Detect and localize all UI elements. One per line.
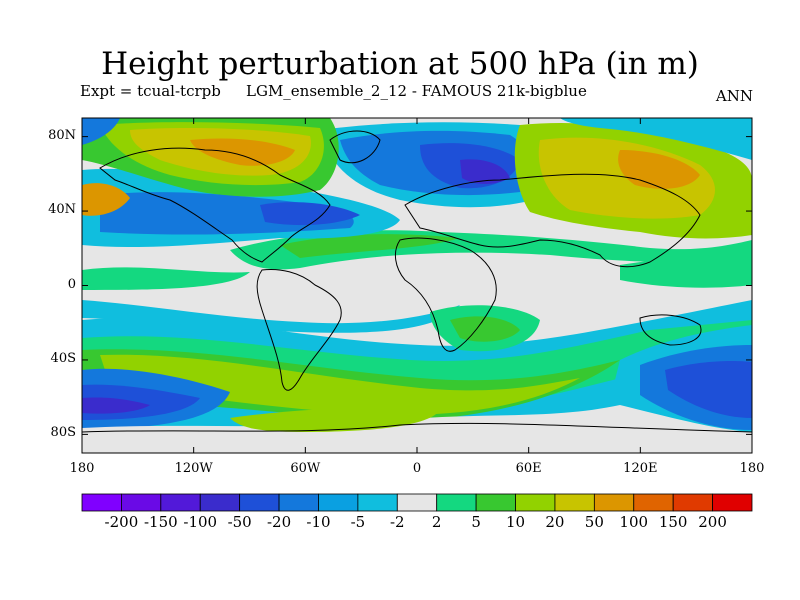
se-deepblue-core: [665, 360, 752, 418]
colorbar-level-label: 200: [698, 513, 727, 531]
sw-pacific-core: [82, 397, 150, 414]
colorbar-level-label: 2: [431, 513, 442, 531]
season-label: ANN: [715, 87, 753, 105]
colorbar: [81, 493, 753, 512]
colorbar-swatch: [633, 493, 674, 512]
colorbar-level-label: -2: [389, 513, 405, 531]
tropical-cyan-strip: [82, 300, 460, 333]
colorbar-level-label: -50: [227, 513, 252, 531]
experiment-label: Expt = tcual-tcrpb: [80, 82, 221, 100]
nw-orange-patch: [82, 183, 130, 216]
colorbar-level-label: -5: [350, 513, 366, 531]
colorbar-level-label: -20: [266, 513, 292, 531]
colorbar-swatch: [160, 493, 201, 512]
colorbar-swatch: [475, 493, 516, 512]
colorbar-swatch: [712, 493, 753, 512]
lat-tick-label: 80N: [48, 127, 76, 143]
arctic-ne-cyan: [560, 118, 752, 160]
lon-tick-label: 60E: [515, 461, 542, 476]
colorbar-level-label: 10: [505, 513, 526, 531]
tropical-pacific-green: [82, 267, 250, 290]
s-africa-green-core: [450, 316, 520, 342]
lat-tick-label: 0: [67, 276, 76, 292]
greenland-outline: [329, 130, 381, 164]
southern-yellowgreen-band: [100, 354, 580, 415]
colorbar-swatch: [239, 493, 280, 512]
n-atlantic-green-core: [280, 234, 460, 258]
lon-tick-label: 120W: [174, 461, 213, 476]
colorbar-swatch: [81, 493, 122, 512]
lon-tick-label: 180: [69, 461, 95, 476]
lat-tick-label: 40N: [48, 202, 76, 218]
arctic-nw-blue: [82, 118, 120, 145]
lon-tick-label: 120E: [623, 461, 658, 476]
colorbar-swatch: [515, 493, 556, 512]
colorbar-swatch: [672, 493, 713, 512]
colorbar-level-label: -10: [306, 513, 331, 531]
colorbar-level-label: 5: [471, 513, 481, 531]
africa-outline: [394, 237, 497, 352]
plot-title: Height perturbation at 500 hPa (in m): [101, 46, 699, 82]
colorbar-level-label: 50: [584, 513, 604, 531]
colorbar-swatch: [396, 493, 438, 512]
colorbar-level-label: 20: [545, 513, 565, 531]
lon-tick-label: 0: [412, 461, 422, 476]
lat-tick-label: 80S: [50, 425, 76, 441]
colorbar-swatch: [199, 493, 241, 512]
colorbar-swatch: [593, 493, 635, 512]
colorbar-swatch: [554, 493, 595, 512]
colorbar-swatch: [121, 493, 162, 512]
colorbar-swatch: [357, 493, 398, 512]
north-america-outline: [99, 147, 331, 263]
coastlines: [82, 130, 752, 433]
colorbar-level-label: -200: [104, 513, 139, 531]
colorbar-level-label: -100: [183, 513, 218, 531]
run-label: LGM_ensemble_2_12 - FAMOUS 21k-bigblue: [246, 82, 587, 100]
south-america-outline: [256, 269, 342, 391]
colorbar-swatch: [278, 493, 319, 512]
colorbar-level-label: 150: [658, 513, 688, 531]
colorbar-swatch: [436, 493, 477, 512]
colorbar-level-label: -150: [143, 513, 178, 531]
eurasia-outline: [404, 173, 701, 268]
eurasia-core: [460, 159, 510, 184]
antarctic-neutral: [82, 405, 752, 453]
australia-outline: [639, 314, 702, 346]
lat-tick-label: 40S: [50, 350, 76, 366]
colorbar-level-label: 100: [619, 513, 649, 531]
colorbar-swatch: [318, 493, 359, 512]
n-atlantic-blue-core: [260, 202, 360, 226]
axis-ticks: [81, 118, 753, 453]
antarctica-outline: [82, 422, 752, 433]
w-pacific-green: [620, 255, 752, 288]
lon-tick-label: 60W: [290, 461, 321, 476]
lon-tick-label: 180: [739, 461, 765, 476]
field-shading: [82, 118, 752, 453]
n-america-orange: [190, 138, 295, 166]
